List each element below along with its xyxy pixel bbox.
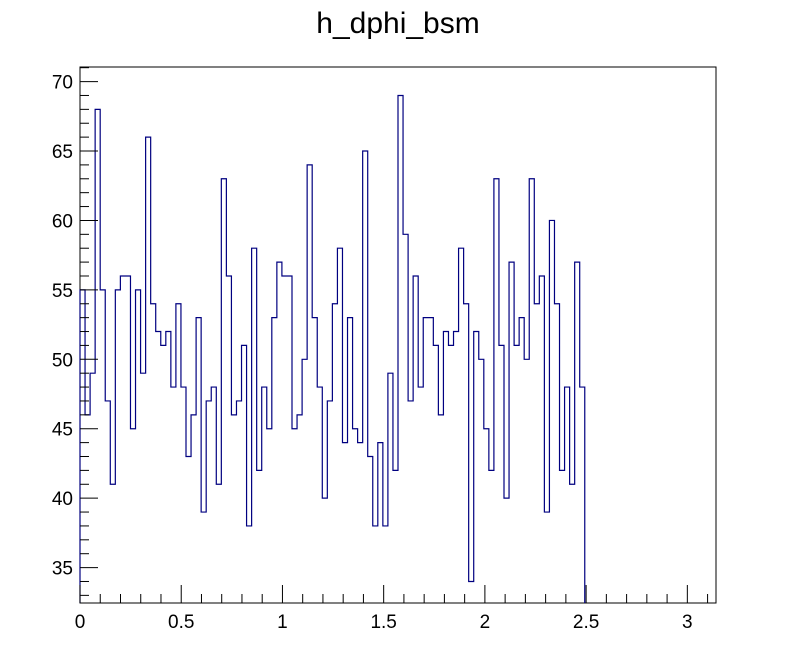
y-tick-label: 45 xyxy=(52,420,73,441)
y-tick-label: 70 xyxy=(52,73,73,94)
chart-title: h_dphi_bsm xyxy=(316,7,479,40)
y-tick-label: 55 xyxy=(52,281,73,302)
histogram-series xyxy=(79,94,586,603)
x-tick-label: 0 xyxy=(75,612,86,633)
x-tick-label: 1 xyxy=(277,612,288,633)
x-tick-label: 2.5 xyxy=(573,612,599,633)
x-tick-label: 2 xyxy=(480,612,491,633)
x-axis: 0 0.5 1 1.5 2 2.5 3 xyxy=(75,585,709,633)
y-tick-label: 65 xyxy=(52,142,73,163)
y-tick-label: 60 xyxy=(52,211,73,232)
x-tick-label: 1.5 xyxy=(370,612,396,633)
y-axis: 35 40 45 50 55 60 65 70 xyxy=(52,67,98,596)
x-tick-label: 3 xyxy=(682,612,693,633)
y-tick-label: 35 xyxy=(52,559,73,580)
y-tick-label: 50 xyxy=(52,350,73,371)
x-tick-label: 0.5 xyxy=(168,612,194,633)
y-tick-label: 40 xyxy=(52,489,73,510)
histogram-line xyxy=(79,94,586,603)
